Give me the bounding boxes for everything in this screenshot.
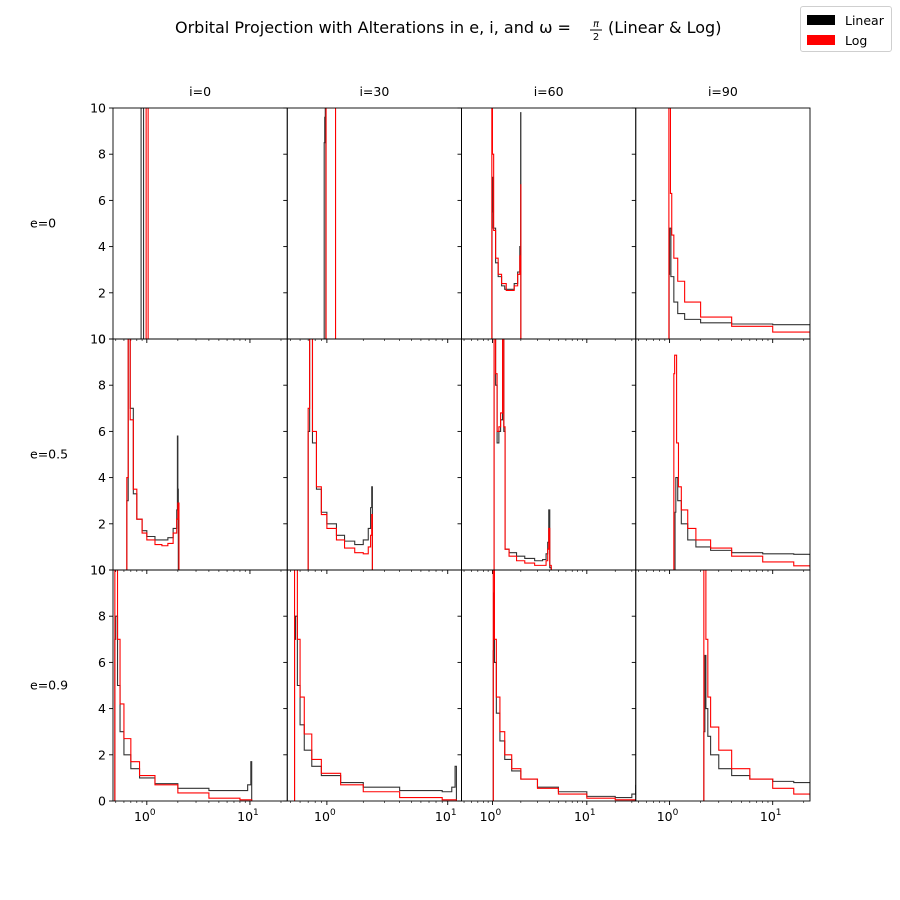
y-tick-label-r1-5: 10: [90, 332, 106, 347]
series-linear-r1-c2: [493, 339, 552, 570]
row-label-2: e=0.9: [30, 678, 68, 693]
y-tick-label-r2-1: 2: [98, 747, 106, 762]
panel-r0-c0: 0 2 4 6 8 10: [90, 101, 288, 347]
panel-r2-c3: 100 101: [631, 569, 811, 824]
x-tick-label-c1-0: 100: [314, 808, 336, 824]
series-log-r2-c3: [703, 570, 810, 801]
panel-r1-c2: [457, 338, 637, 574]
series-log-r0-c2: [491, 108, 522, 339]
panel-frame-r0-c2: [461, 107, 637, 340]
row-label-1: e=0.5: [30, 447, 68, 462]
series-log-r1-c2: [493, 339, 552, 570]
legend-item-log: Log: [807, 31, 867, 49]
series-log-r2-c2: [492, 570, 636, 801]
y-tick-label-r2-5: 10: [90, 563, 106, 578]
series-log-r1-c0: [126, 339, 180, 570]
y-tick-label-r2-4: 8: [98, 609, 106, 624]
x-tick-label-c0-0: 100: [134, 808, 156, 824]
panels-layer: i=0 i=30 i=60 i=90e=0e=0.5e=0.9024681002468…: [30, 84, 811, 824]
panel-frame-r2-c3: [635, 569, 811, 802]
series-linear-r2-c3: [703, 654, 810, 801]
series-linear-r1-c3: [674, 477, 810, 570]
series-linear-r0-c2: [491, 112, 522, 339]
panel-frame-r2-c2: [461, 569, 637, 802]
y-tick-label-r1-3: 6: [98, 424, 106, 439]
legend-label-log: Log: [845, 32, 868, 48]
column-label-1: i=30: [359, 84, 389, 99]
y-tick-label-r2-2: 4: [98, 701, 106, 716]
legend-label-linear: Linear: [845, 12, 884, 28]
series-log-r0-c0: [145, 108, 149, 339]
series-log-r2-c1: [293, 570, 457, 801]
y-tick-label-r0-3: 6: [98, 193, 106, 208]
series-log-r1-c3: [673, 354, 810, 570]
y-tick-label-r0-4: 8: [98, 147, 106, 162]
series-linear-r0-c1: [323, 108, 327, 339]
x-tick-label-c3-1: 101: [760, 808, 782, 824]
series-linear-r1-c1: [307, 339, 373, 570]
panel-r1-c1: [283, 338, 462, 574]
legend-item-linear: Linear: [807, 11, 884, 29]
series-log-r0-c3: [668, 108, 810, 339]
chart-title-text: Orbital Projection with Alterations in e…: [175, 18, 571, 37]
series-linear-r2-c1: [293, 615, 457, 801]
panel-frame-r0-c0: [112, 107, 288, 340]
y-tick-label-r2-0: 0: [98, 794, 106, 809]
series-linear-r1-c0: [126, 339, 179, 570]
y-tick-label-r1-4: 8: [98, 378, 106, 393]
series-log-r0-c1: [325, 108, 337, 339]
panel-r2-c0: 0 2 4 6 8 10 100 101: [90, 563, 288, 824]
panel-frame-r1-c1: [286, 338, 462, 571]
y-tick-label-r0-0: 0: [98, 332, 106, 347]
y-tick-label-r0-5: 10: [90, 101, 106, 116]
panel-r0-c1: [283, 107, 462, 343]
chart-title-suffix: (Linear & Log): [608, 18, 721, 37]
chart-title: Orbital Projection with Alterations in e…: [175, 18, 571, 37]
panel-frame-r1-c0: [112, 338, 288, 571]
row-label-0: e=0: [30, 216, 56, 231]
x-tick-label-c1-1: 101: [435, 808, 457, 824]
column-label-0: i=0: [189, 84, 211, 99]
column-label-3: i=90: [708, 84, 738, 99]
panel-r1-c0: 0 2 4 6 8 10: [90, 332, 288, 578]
series-linear-r0-c0: [140, 108, 145, 339]
series-log-r1-c1: [307, 339, 373, 570]
y-tick-label-r1-0: 0: [98, 563, 106, 578]
series-linear-r2-c2: [492, 592, 636, 801]
series-linear-r2-c0: [114, 615, 253, 801]
panel-r2-c2: 100 101: [457, 569, 637, 824]
panel-r1-c3: [631, 338, 811, 574]
series-log-r2-c0: [114, 570, 253, 801]
panel-r0-c2: [457, 107, 637, 343]
y-tick-label-r0-1: 2: [98, 285, 106, 300]
legend: Linear Log: [800, 6, 892, 52]
y-tick-label-r0-2: 4: [98, 239, 106, 254]
legend-swatch-linear: [807, 15, 835, 25]
legend-swatch-log: [807, 35, 835, 45]
column-label-2: i=60: [534, 84, 564, 99]
panel-frame-r0-c3: [635, 107, 811, 340]
panel-r2-c1: 100 101: [283, 569, 462, 824]
chart-title-fraction-denominator: 2: [593, 32, 599, 43]
y-tick-label-r2-3: 6: [98, 655, 106, 670]
panel-frame-r0-c1: [286, 107, 462, 340]
x-tick-label-c2-0: 100: [480, 808, 502, 824]
x-tick-label-c2-1: 101: [574, 808, 596, 824]
x-tick-label-c0-1: 101: [237, 808, 259, 824]
panel-frame-r1-c3: [635, 338, 811, 571]
panel-r0-c3: [631, 107, 811, 343]
series-linear-r0-c3: [668, 227, 810, 339]
x-tick-label-c3-0: 100: [657, 808, 679, 824]
y-tick-label-r1-1: 2: [98, 516, 106, 531]
chart-title-fraction-numerator: π: [593, 19, 600, 30]
y-tick-label-r1-2: 4: [98, 470, 106, 485]
